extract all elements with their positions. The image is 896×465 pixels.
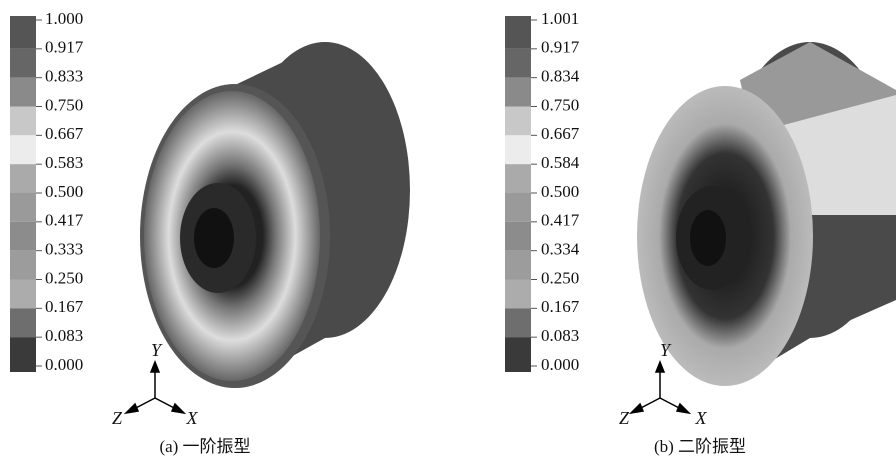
legend-swatch <box>10 222 36 251</box>
legend-swatch <box>505 251 531 280</box>
legend-label: 0.917 <box>541 38 580 57</box>
legend-swatch <box>10 107 36 136</box>
legend-swatch <box>10 135 36 164</box>
legend-label: 0.167 <box>45 297 84 316</box>
legend-swatch <box>505 337 531 372</box>
legend-swatch <box>10 16 36 49</box>
legend-swatch <box>10 49 36 78</box>
caption: (b) 二阶振型 <box>654 437 746 456</box>
legend-swatch <box>10 251 36 280</box>
legend-swatch <box>505 193 531 222</box>
legend-swatch <box>505 107 531 136</box>
legend-label: 0.000 <box>45 355 83 374</box>
figure: Y Z X Y Z X (a) 一阶振型 (b) 二阶振型 1.0000.917… <box>0 0 896 465</box>
legend-label: 0.584 <box>541 153 580 172</box>
legend-swatch <box>10 193 36 222</box>
mode-shape-a <box>140 42 410 388</box>
legend-swatch <box>505 49 531 78</box>
legend-label: 0.500 <box>45 182 83 201</box>
legend-swatch <box>505 16 531 49</box>
legend-label: 0.417 <box>541 211 580 230</box>
legend-swatch <box>505 280 531 309</box>
legend-label: 0.333 <box>45 240 83 259</box>
legend-label: 0.417 <box>45 211 84 230</box>
axis-label: Y <box>151 340 163 360</box>
axis-label: X <box>695 408 708 428</box>
legend-swatch <box>10 337 36 372</box>
legend-label: 1.001 <box>541 9 579 28</box>
legend-swatch <box>505 78 531 107</box>
axis-label: X <box>186 408 199 428</box>
legend-swatch <box>505 308 531 337</box>
legend-swatch <box>505 222 531 251</box>
caption: (a) 一阶振型 <box>159 437 250 456</box>
legend-label: 0.250 <box>541 268 579 287</box>
legend-label: 0.667 <box>45 124 84 143</box>
legend-label: 0.083 <box>541 326 579 345</box>
legend-label: 0.083 <box>45 326 83 345</box>
legend-label: 0.334 <box>541 240 580 259</box>
legend-label: 0.833 <box>45 67 83 86</box>
legend-label: 0.750 <box>541 95 579 114</box>
legend-swatch <box>505 135 531 164</box>
legend-swatch <box>10 78 36 107</box>
legend-swatch <box>10 164 36 193</box>
legend-swatch <box>10 280 36 309</box>
legend-label: 0.000 <box>541 355 579 374</box>
axis-label: Z <box>619 408 630 428</box>
legend-label: 0.250 <box>45 268 83 287</box>
legend-swatch <box>10 308 36 337</box>
legend-label: 0.917 <box>45 38 84 57</box>
legend-label: 1.000 <box>45 9 83 28</box>
legend-label: 0.167 <box>541 297 580 316</box>
legend-label: 0.667 <box>541 124 580 143</box>
mode-shape-b <box>637 42 896 386</box>
legend-swatch <box>505 164 531 193</box>
axis-label: Z <box>112 408 123 428</box>
legend-label: 0.834 <box>541 67 580 86</box>
legend-label: 0.583 <box>45 153 83 172</box>
legend-label: 0.750 <box>45 95 83 114</box>
legend-label: 0.500 <box>541 182 579 201</box>
